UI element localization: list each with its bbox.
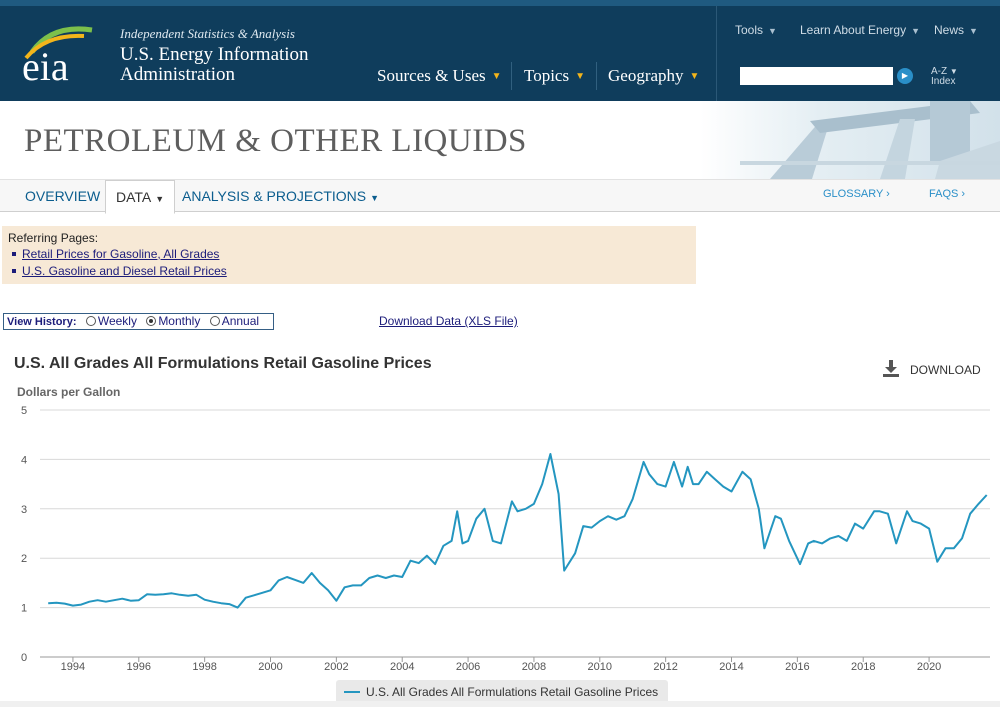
chevron-down-icon: ▼	[969, 26, 978, 36]
faqs-link[interactable]: FAQS ›	[929, 188, 966, 200]
x-tick-label: 1996	[127, 661, 151, 673]
tab-analysis-projections[interactable]: ANALYSIS & PROJECTIONS ▼	[182, 188, 380, 204]
footer-strip	[0, 701, 1000, 707]
x-tick-label: 2012	[653, 661, 677, 673]
nav-divider	[511, 62, 512, 90]
header-right-divider	[716, 6, 717, 101]
nav-sources-uses[interactable]: Sources & Uses ▼	[377, 66, 502, 85]
chevron-down-icon: ▼	[949, 67, 958, 76]
price-chart: 0 1 2 3 4 5 1994 1996 1998 2000 2002 2004 2006 2008 20…	[21, 405, 990, 673]
header-accent-strip	[0, 0, 1000, 6]
radio-label-weekly[interactable]: Weekly	[97, 314, 137, 328]
radio-label-annual[interactable]: Annual	[221, 314, 260, 328]
x-tick-label: 2008	[522, 661, 546, 673]
top-link-tools[interactable]: Tools ▼	[735, 23, 777, 37]
logo-text: eia	[22, 44, 69, 84]
nav-divider	[596, 62, 597, 90]
arrow-right-icon: ▶	[901, 71, 909, 80]
chevron-down-icon: ▼	[155, 194, 165, 204]
x-tick-label: 2010	[588, 661, 612, 673]
x-tick-label: 1994	[61, 661, 85, 673]
radio-annual[interactable]	[209, 316, 220, 326]
view-history-selector: View History: Weekly Monthly Annual	[3, 313, 274, 330]
x-tick-label: 2004	[390, 661, 414, 673]
x-tick-label: 2016	[785, 661, 809, 673]
referring-pages-box: Referring Pages: Retail Prices for Gasol…	[2, 226, 696, 284]
tagline: Independent Statistics & Analysis	[120, 26, 295, 41]
search-button[interactable]: ▶	[897, 68, 913, 84]
x-tick-label: 2002	[324, 661, 348, 673]
referring-link-gasoline-diesel[interactable]: U.S. Gasoline and Diesel Retail Prices	[22, 264, 227, 278]
series-line	[48, 453, 988, 609]
y-tick-label: 0	[21, 652, 27, 664]
y-tick-label: 3	[21, 504, 27, 516]
y-tick-label: 1	[21, 603, 27, 615]
x-tick-label: 2000	[258, 661, 282, 673]
oil-pump-illustration	[700, 101, 1000, 179]
az-index-link[interactable]: A-Z ▼ Index	[931, 66, 958, 87]
agency-name[interactable]: U.S. Energy Information Administration	[120, 45, 330, 85]
chevron-down-icon: ▼	[491, 71, 502, 82]
radio-weekly[interactable]	[85, 316, 96, 326]
legend-swatch	[344, 691, 360, 693]
page-title: PETROLEUM & OTHER LIQUIDS	[24, 123, 527, 159]
referring-link-retail-prices[interactable]: Retail Prices for Gasoline, All Grades	[22, 247, 220, 261]
search-input[interactable]	[740, 67, 893, 85]
referring-heading: Referring Pages:	[8, 231, 99, 245]
eia-logo[interactable]: eia	[22, 22, 106, 84]
top-link-learn[interactable]: Learn About Energy ▼	[800, 23, 920, 37]
tab-data[interactable]: DATA ▼	[105, 180, 176, 214]
agency-line-1: U.S. Energy Information	[120, 44, 309, 65]
list-item: Retail Prices for Gasoline, All Grades	[12, 246, 690, 263]
download-icon[interactable]	[882, 359, 900, 377]
chevron-down-icon: ▼	[575, 71, 585, 82]
x-tick-label: 2018	[851, 661, 875, 673]
chart-download-button[interactable]: DOWNLOAD	[910, 363, 981, 377]
y-tick-label: 5	[21, 405, 27, 417]
y-tick-label: 4	[21, 454, 27, 466]
download-data-link[interactable]: Download Data (XLS File)	[379, 314, 518, 328]
nav-geography[interactable]: Geography ▼	[608, 66, 700, 85]
radio-label-monthly[interactable]: Monthly	[158, 314, 201, 328]
site-header: eia Independent Statistics & Analysis U.…	[0, 0, 1000, 101]
chevron-down-icon: ▼	[689, 71, 700, 82]
radio-monthly[interactable]	[146, 316, 157, 326]
agency-line-2: Administration	[120, 64, 236, 85]
nav-topics[interactable]: Topics ▼	[524, 66, 585, 85]
chart-title: U.S. All Grades All Formulations Retail …	[14, 355, 432, 372]
glossary-link[interactable]: GLOSSARY ›	[823, 188, 890, 200]
section-banner: PETROLEUM & OTHER LIQUIDS	[0, 101, 1000, 179]
list-item: U.S. Gasoline and Diesel Retail Prices	[12, 263, 690, 280]
chevron-down-icon: ▼	[370, 193, 380, 203]
top-link-news[interactable]: News ▼	[934, 23, 978, 37]
tab-overview[interactable]: OVERVIEW	[25, 188, 101, 204]
chevron-down-icon: ▼	[911, 26, 920, 36]
x-tick-label: 1998	[192, 661, 216, 673]
x-tick-label: 2014	[719, 661, 743, 673]
x-tick-label: 2006	[456, 661, 480, 673]
x-tick-label: 2020	[917, 661, 941, 673]
legend-label: U.S. All Grades All Formulations Retail …	[366, 685, 659, 699]
y-tick-label: 2	[21, 553, 27, 565]
view-history-label: View History:	[7, 316, 77, 328]
referring-list: Retail Prices for Gasoline, All Grades U…	[8, 246, 690, 280]
chevron-down-icon: ▼	[768, 26, 777, 36]
section-tabs: OVERVIEW DATA ▼ ANALYSIS & PROJECTIONS ▼ G…	[0, 179, 1000, 214]
y-axis-label: Dollars per Gallon	[17, 385, 121, 399]
